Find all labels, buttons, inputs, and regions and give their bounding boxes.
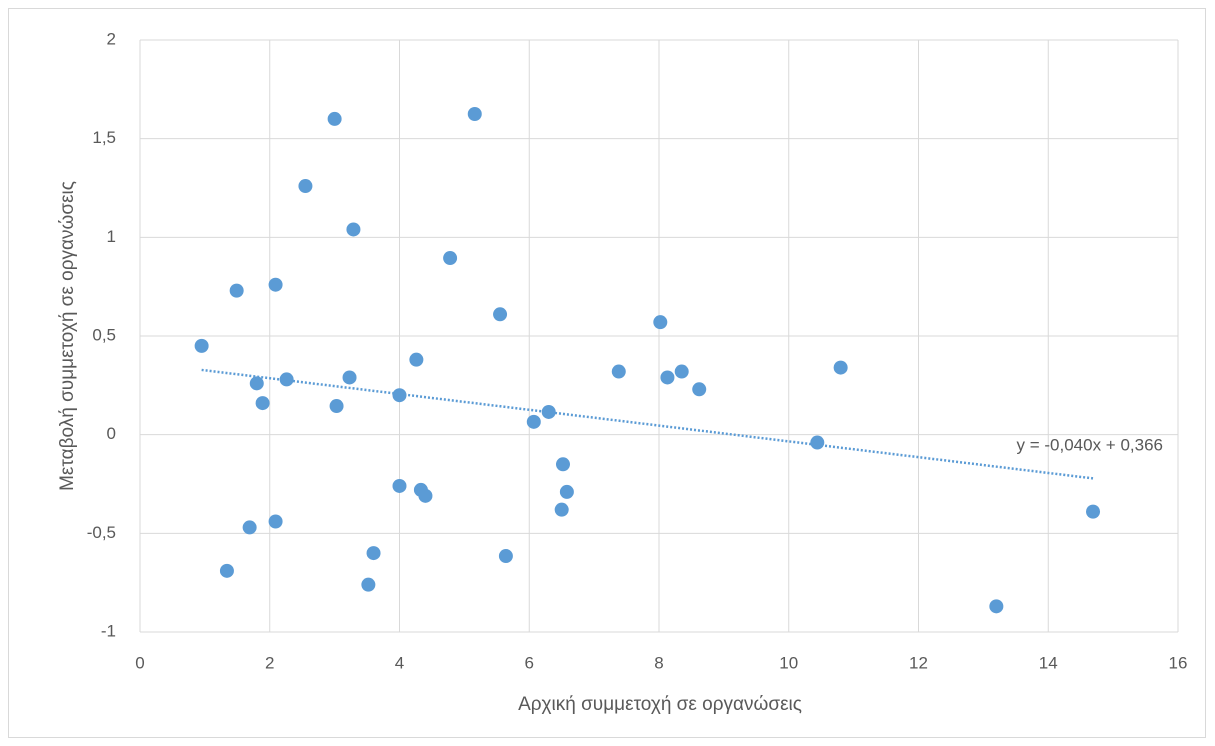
point (342, 370, 357, 385)
chart-frame (8, 8, 1206, 738)
y-tick-label: 0 (107, 424, 116, 443)
point (541, 404, 556, 419)
x-tick-label: 2 (265, 653, 274, 672)
point (674, 364, 689, 379)
point (327, 111, 342, 126)
y-tick-label: -1 (101, 621, 116, 640)
point (268, 514, 283, 529)
y-tick-label: -0,5 (87, 523, 116, 542)
x-tick-label: 10 (779, 653, 798, 672)
x-tick-label: 14 (1039, 653, 1058, 672)
point (493, 307, 508, 322)
point (653, 315, 668, 330)
point (498, 549, 513, 564)
point (361, 577, 376, 592)
x-tick-label: 4 (395, 653, 404, 672)
point (989, 599, 1004, 614)
point (255, 396, 270, 411)
point (366, 546, 381, 561)
point (418, 488, 433, 503)
y-tick-label: 1 (107, 227, 116, 246)
point (409, 352, 424, 367)
point (692, 382, 707, 397)
point (559, 484, 574, 499)
point (443, 251, 458, 266)
point (346, 222, 361, 237)
trendline (201, 368, 1094, 480)
point (554, 502, 569, 517)
point (268, 277, 283, 292)
point (1086, 504, 1101, 519)
point (219, 563, 234, 578)
x-axis-title: Αρχική συμμετοχή σε οργανώσεις (518, 694, 802, 715)
point (467, 107, 482, 121)
point (392, 388, 407, 403)
point (833, 360, 848, 375)
point (329, 399, 344, 414)
point (611, 364, 626, 379)
point (229, 283, 244, 298)
x-tick-label: 0 (135, 653, 144, 672)
point (810, 435, 825, 450)
x-tick-label: 8 (654, 653, 663, 672)
x-tick-label: 16 (1169, 653, 1188, 672)
x-tick-label: 12 (909, 653, 928, 672)
y-tick-label: 1,5 (92, 128, 116, 147)
point (249, 376, 264, 391)
trendline-label: y = -0,040x + 0,366 (1017, 435, 1164, 454)
point (526, 414, 541, 429)
y-tick-label: 2 (107, 29, 116, 48)
point (555, 457, 570, 472)
point (279, 372, 294, 387)
point (298, 179, 313, 194)
point (392, 478, 407, 493)
point (242, 520, 257, 535)
point (660, 370, 675, 385)
y-tick-label: 0,5 (92, 325, 116, 344)
x-tick-label: 6 (525, 653, 534, 672)
point (194, 338, 209, 353)
y-axis-title: Μεταβολή συμμετοχή σε οργανώσεις (57, 181, 78, 491)
